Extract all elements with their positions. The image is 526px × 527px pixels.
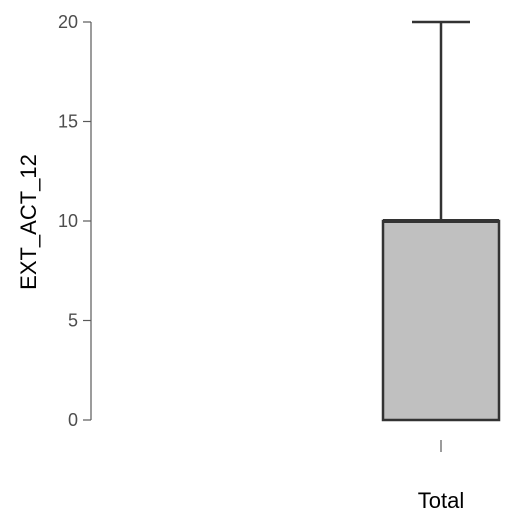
y-tick-label: 5 bbox=[68, 311, 78, 331]
x-tick-label: Total bbox=[418, 488, 464, 513]
x-axis: Total bbox=[418, 440, 464, 513]
y-tick-label: 15 bbox=[58, 112, 78, 132]
y-tick-label: 10 bbox=[58, 211, 78, 231]
y-axis: 0 5 10 15 20 bbox=[58, 12, 92, 430]
y-axis-title: EXT_ACT_12 bbox=[16, 154, 41, 290]
y-tick-label: 20 bbox=[58, 12, 78, 32]
y-tick-label: 0 bbox=[68, 410, 78, 430]
box-body bbox=[381, 219, 501, 422]
plot-area bbox=[381, 20, 501, 422]
